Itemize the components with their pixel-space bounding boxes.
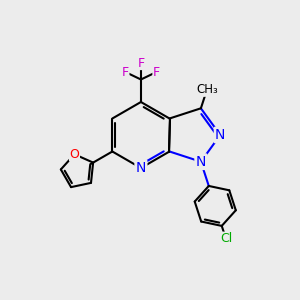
Text: F: F [153,65,160,79]
Text: F: F [137,56,145,70]
Text: N: N [215,128,226,142]
Text: F: F [122,65,129,79]
Text: Cl: Cl [220,232,232,245]
Text: N: N [196,155,206,169]
Text: O: O [70,148,80,161]
Text: CH₃: CH₃ [196,83,218,96]
Text: N: N [136,161,146,175]
